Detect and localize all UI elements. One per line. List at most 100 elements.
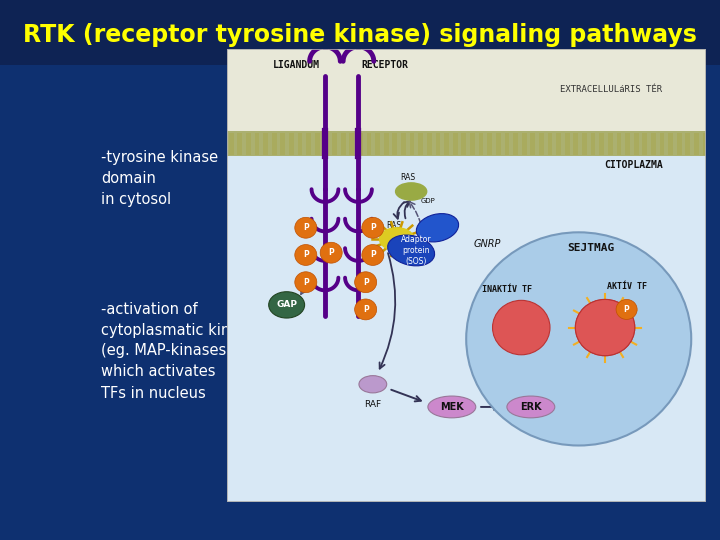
Bar <box>522 133 526 154</box>
Bar <box>255 133 259 154</box>
FancyBboxPatch shape <box>227 131 706 157</box>
Bar <box>264 133 268 154</box>
Circle shape <box>355 272 377 293</box>
Bar <box>677 133 682 154</box>
Circle shape <box>362 217 384 238</box>
Bar <box>306 133 311 154</box>
Bar <box>573 133 578 154</box>
Text: P: P <box>363 278 369 287</box>
Circle shape <box>294 272 317 293</box>
Circle shape <box>575 300 635 356</box>
Bar <box>625 133 630 154</box>
Ellipse shape <box>428 396 476 418</box>
Bar <box>548 133 552 154</box>
Bar <box>487 133 492 154</box>
Bar <box>651 133 656 154</box>
Text: P: P <box>370 251 376 260</box>
Bar <box>599 133 604 154</box>
Bar <box>366 133 372 154</box>
Bar <box>634 133 639 154</box>
Bar <box>668 133 673 154</box>
Text: RAF: RAF <box>364 400 382 409</box>
Bar <box>444 133 449 154</box>
Ellipse shape <box>269 292 305 318</box>
Bar <box>384 133 389 154</box>
Ellipse shape <box>507 396 555 418</box>
Ellipse shape <box>416 214 459 242</box>
Text: -tyrosine kinase
domain
in cytosol: -tyrosine kinase domain in cytosol <box>101 150 218 207</box>
Bar <box>462 133 467 154</box>
Text: -activation of
cytoplasmatic kinases
(eg. MAP-kinases)
which activates
TFs in nu: -activation of cytoplasmatic kinases (eg… <box>101 301 264 401</box>
Bar <box>229 133 233 154</box>
Text: LIGANDUM: LIGANDUM <box>273 60 320 70</box>
Text: GDP: GDP <box>420 198 436 204</box>
Bar <box>427 133 432 154</box>
Ellipse shape <box>395 183 427 200</box>
Bar <box>238 133 242 154</box>
Bar <box>616 133 621 154</box>
Bar <box>297 133 302 154</box>
Bar <box>660 133 665 154</box>
Bar <box>418 133 423 154</box>
Text: RECEPTOR: RECEPTOR <box>361 60 408 70</box>
Text: GAP: GAP <box>276 300 297 309</box>
Bar <box>694 133 699 154</box>
Bar <box>557 133 561 154</box>
Text: Adaptor
protein
(SOS): Adaptor protein (SOS) <box>400 235 431 266</box>
Text: MEK: MEK <box>440 402 464 412</box>
Bar <box>564 133 570 154</box>
Bar <box>375 133 380 154</box>
Bar <box>349 133 354 154</box>
Bar <box>582 133 587 154</box>
Bar <box>410 133 415 154</box>
Bar <box>513 133 518 154</box>
Text: RTK (receptor tyrosine kinase) signaling pathways: RTK (receptor tyrosine kinase) signaling… <box>23 23 697 47</box>
Bar <box>590 133 595 154</box>
Text: SEJTMAG: SEJTMAG <box>567 243 614 253</box>
Circle shape <box>616 300 637 319</box>
Text: INAKTÍV TF: INAKTÍV TF <box>482 285 532 294</box>
Bar <box>453 133 458 154</box>
Bar <box>531 133 535 154</box>
Bar <box>703 133 708 154</box>
Bar <box>401 133 406 154</box>
FancyBboxPatch shape <box>227 157 706 502</box>
Bar <box>436 133 441 154</box>
Circle shape <box>362 245 384 266</box>
Bar <box>496 133 500 154</box>
Bar <box>289 133 294 154</box>
Text: P: P <box>363 305 369 314</box>
Circle shape <box>306 0 325 5</box>
Text: P: P <box>370 223 376 232</box>
Text: GNRP: GNRP <box>473 239 500 248</box>
Circle shape <box>355 299 377 320</box>
Circle shape <box>359 0 377 5</box>
Circle shape <box>294 245 317 266</box>
Bar <box>272 133 276 154</box>
Circle shape <box>467 232 691 446</box>
Text: RAS: RAS <box>400 173 415 183</box>
Bar <box>505 133 509 154</box>
Circle shape <box>492 300 550 355</box>
Text: P: P <box>624 305 629 314</box>
Bar <box>280 133 285 154</box>
Text: EXTRACELLULáRIS TÉR: EXTRACELLULáRIS TÉR <box>560 85 662 94</box>
Bar <box>246 133 251 154</box>
Circle shape <box>294 217 317 238</box>
Text: P: P <box>303 251 309 260</box>
Bar <box>539 133 544 154</box>
Text: GTP: GTP <box>406 248 420 254</box>
Bar <box>341 133 346 154</box>
Bar <box>323 133 328 154</box>
Text: AKTÍV TF: AKTÍV TF <box>606 282 647 291</box>
Circle shape <box>575 300 635 356</box>
Ellipse shape <box>359 376 387 393</box>
Ellipse shape <box>387 235 435 266</box>
Text: RAS: RAS <box>386 221 401 230</box>
Bar <box>332 133 337 154</box>
Text: CITOPLAZMA: CITOPLAZMA <box>604 160 662 170</box>
Text: P: P <box>303 278 309 287</box>
Bar <box>608 133 613 154</box>
Text: P: P <box>328 248 334 257</box>
Bar <box>392 133 397 154</box>
